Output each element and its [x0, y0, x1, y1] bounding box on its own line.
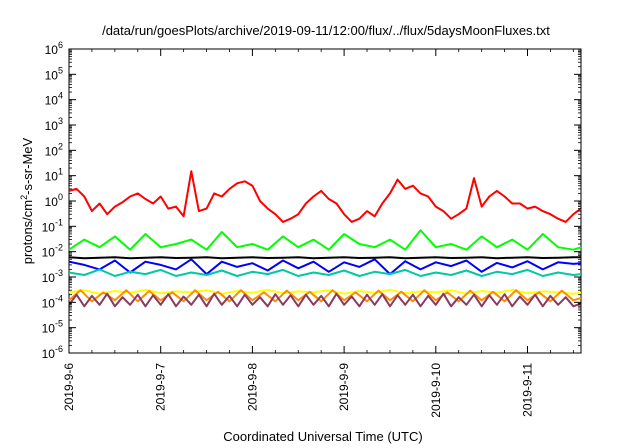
y-tick-exponent: -5: [55, 319, 63, 329]
series-line-2: [68, 258, 582, 276]
y-tick-base: 10: [42, 296, 56, 310]
x-tick-label: 2019-9-10: [429, 363, 443, 418]
plot-area: [68, 48, 582, 354]
y-tick-exponent: 6: [58, 40, 63, 50]
y-tick-exponent: -6: [55, 344, 63, 354]
y-tick-label: 10-2: [42, 243, 63, 260]
y-tick-base: 10: [45, 195, 59, 209]
x-axis-label: Coordinated Universal Time (UTC): [223, 429, 422, 444]
y-tick-base: 10: [45, 119, 59, 133]
y-tick-label: 10-4: [42, 293, 63, 310]
y-tick-label: 10-1: [42, 217, 63, 234]
y-tick-label: 100: [45, 192, 63, 209]
y-tick-exponent: 3: [58, 116, 63, 126]
x-tick-label: 2019-9-7: [154, 363, 168, 411]
series-group: [68, 170, 582, 308]
x-tick-label: 2019-9-11: [521, 363, 535, 417]
chart-title: /data/run/goesPlots/archive/2019-09-11/1…: [102, 23, 550, 38]
y-tick-base: 10: [45, 170, 59, 184]
series-line-3: [68, 256, 581, 260]
plot-frame: [68, 48, 582, 354]
y-tick-exponent: -2: [55, 243, 63, 253]
y-tick-exponent: -3: [55, 268, 63, 278]
y-tick-exponent: -1: [55, 217, 63, 227]
y-tick-base: 10: [45, 43, 59, 57]
y-tick-base: 10: [42, 347, 56, 361]
series-line-0: [68, 170, 582, 223]
y-axis-label-sup: 2: [19, 195, 29, 200]
x-tick-label: 2019-9-8: [245, 363, 259, 411]
y-axis-label: protons/cm2-s-sr-MeV: [19, 137, 35, 264]
series-line-7: [68, 292, 582, 308]
y-tick-label: 10-5: [42, 319, 63, 336]
y-axis-label-pre: protons/cm: [20, 200, 35, 264]
y-tick-label: 105: [45, 65, 63, 82]
y-tick-label: 10-3: [42, 268, 63, 285]
y-tick-exponent: 1: [58, 167, 63, 177]
y-tick-label: 104: [45, 91, 63, 108]
series-line-6: [68, 289, 582, 303]
y-tick-base: 10: [42, 220, 56, 234]
y-tick-label: 101: [45, 167, 63, 184]
x-tick-label: 2019-9-9: [337, 363, 351, 411]
y-axis: 10-610-510-410-310-210-11001011021031041…: [42, 40, 581, 361]
y-axis-label-post: -s-sr-MeV: [20, 137, 35, 194]
series-line-5: [68, 288, 582, 295]
y-tick-exponent: -4: [55, 293, 63, 303]
y-tick-exponent: 4: [58, 91, 63, 101]
series-line-4: [68, 268, 582, 277]
y-tick-base: 10: [45, 94, 59, 108]
y-tick-label: 10-6: [42, 344, 63, 361]
y-tick-base: 10: [42, 246, 56, 260]
series-line-1: [68, 229, 582, 251]
x-tick-label: 2019-9-6: [62, 363, 76, 411]
y-tick-exponent: 0: [58, 192, 63, 202]
y-tick-base: 10: [42, 322, 56, 336]
y-tick-label: 102: [45, 141, 63, 158]
y-tick-base: 10: [45, 68, 59, 82]
y-tick-exponent: 2: [58, 141, 63, 151]
x-axis: 2019-9-6 2019-9-7 2019-9-8 2019-9-9 2019-9-1…: [62, 49, 574, 418]
y-tick-label: 106: [45, 40, 63, 57]
y-tick-base: 10: [42, 271, 56, 285]
y-tick-exponent: 5: [58, 65, 63, 75]
y-tick-label: 103: [45, 116, 63, 133]
y-tick-base: 10: [45, 144, 59, 158]
